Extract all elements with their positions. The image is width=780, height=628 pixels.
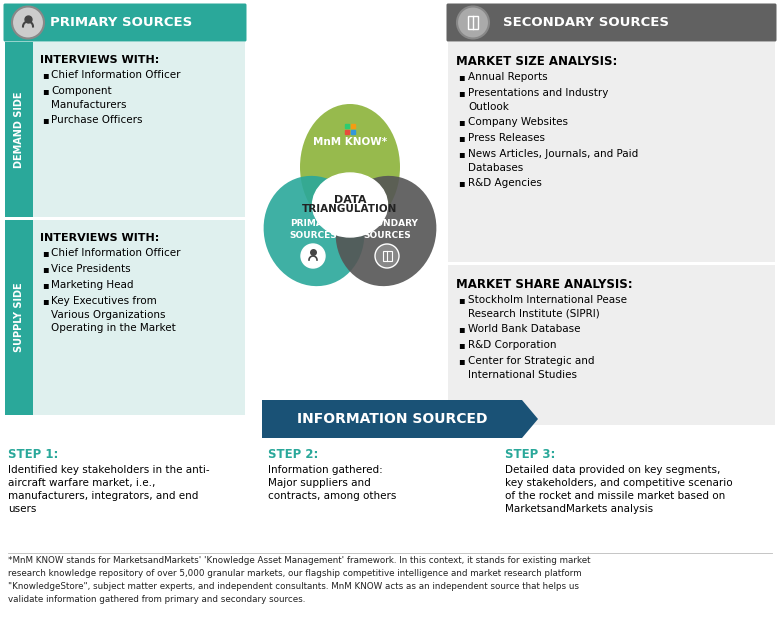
Ellipse shape [300,104,400,230]
Text: ▪: ▪ [458,88,465,98]
FancyBboxPatch shape [5,42,33,217]
Circle shape [12,6,44,38]
Text: STEP 1:: STEP 1: [8,448,58,461]
Polygon shape [262,400,538,438]
Text: R&D Corporation: R&D Corporation [468,340,556,350]
Text: Company Websites: Company Websites [468,117,568,127]
Text: key stakeholders, and competitive scenario: key stakeholders, and competitive scenar… [505,478,732,488]
Text: DEMAND SIDE: DEMAND SIDE [14,91,24,168]
FancyBboxPatch shape [3,4,246,41]
Ellipse shape [335,176,436,286]
Text: STEP 3:: STEP 3: [505,448,555,461]
Text: SOURCES: SOURCES [363,230,411,239]
Text: ▪: ▪ [42,115,48,125]
Text: validate information gathered from primary and secondary sources.: validate information gathered from prima… [8,595,306,604]
Text: aircraft warfare market, i.e.,: aircraft warfare market, i.e., [8,478,155,488]
Text: R&D Agencies: R&D Agencies [468,178,542,188]
FancyBboxPatch shape [448,265,775,425]
FancyBboxPatch shape [448,42,775,262]
Text: Component: Component [51,86,112,96]
Text: ▪: ▪ [458,117,465,127]
Circle shape [301,244,325,268]
Text: ▪: ▪ [458,356,465,366]
Text: ▪: ▪ [458,324,465,334]
Ellipse shape [313,173,388,237]
Text: research knowledge repository of over 5,000 granular markets, our flagship compe: research knowledge repository of over 5,… [8,569,582,578]
Text: ▪: ▪ [42,248,48,258]
Text: PRIMARY: PRIMARY [290,220,336,229]
Text: MARKET SIZE ANALYSIS:: MARKET SIZE ANALYSIS: [456,55,618,68]
FancyBboxPatch shape [468,16,478,29]
Text: MARKET SHARE ANALYSIS:: MARKET SHARE ANALYSIS: [456,278,633,291]
Text: Research Institute (SIPRI): Research Institute (SIPRI) [468,309,600,319]
Text: ▪: ▪ [458,72,465,82]
Text: International Studies: International Studies [468,370,577,380]
FancyBboxPatch shape [33,220,245,415]
Text: Presentations and Industry: Presentations and Industry [468,88,608,98]
Text: contracts, among others: contracts, among others [268,491,396,501]
Ellipse shape [264,176,364,286]
Text: ▪: ▪ [458,133,465,143]
FancyBboxPatch shape [33,42,245,217]
Text: Chief Information Officer: Chief Information Officer [51,70,180,80]
Text: Various Organizations: Various Organizations [51,310,165,320]
Text: Major suppliers and: Major suppliers and [268,478,370,488]
Bar [345,124,349,128]
Text: Information gathered:: Information gathered: [268,465,383,475]
Text: ▪: ▪ [42,280,48,290]
Bar [345,130,349,134]
Text: INTERVIEWS WITH:: INTERVIEWS WITH: [40,55,159,65]
Text: ▪: ▪ [42,296,48,306]
Text: Center for Strategic and: Center for Strategic and [468,356,594,366]
Text: Marketing Head: Marketing Head [51,280,133,290]
Text: SECONDARY: SECONDARY [356,220,418,229]
Text: ▪: ▪ [458,149,465,159]
Text: ▪: ▪ [458,340,465,350]
Text: News Articles, Journals, and Paid: News Articles, Journals, and Paid [468,149,638,159]
Text: World Bank Database: World Bank Database [468,324,580,334]
Text: MnM KNOW*: MnM KNOW* [313,137,387,147]
Text: ▪: ▪ [458,178,465,188]
Text: Press Releases: Press Releases [468,133,545,143]
FancyBboxPatch shape [382,251,392,261]
Text: Stockholm International Pease: Stockholm International Pease [468,295,627,305]
Text: of the rocket and missile market based on: of the rocket and missile market based o… [505,491,725,501]
Text: Key Executives from: Key Executives from [51,296,157,306]
Bar [351,124,355,128]
Text: ▪: ▪ [42,86,48,96]
Text: Annual Reports: Annual Reports [468,72,548,82]
Text: "KnowledgeStore", subject matter experts, and independent consultants. MnM KNOW : "KnowledgeStore", subject matter experts… [8,582,579,591]
Text: ▪: ▪ [458,295,465,305]
Text: Databases: Databases [468,163,523,173]
Text: Chief Information Officer: Chief Information Officer [51,248,180,258]
Text: users: users [8,504,37,514]
Text: STEP 2:: STEP 2: [268,448,318,461]
Text: INTERVIEWS WITH:: INTERVIEWS WITH: [40,233,159,243]
Text: SUPPLY SIDE: SUPPLY SIDE [14,283,24,352]
Text: INFORMATION SOURCED: INFORMATION SOURCED [296,412,488,426]
Text: Outlook: Outlook [468,102,509,112]
Bar [351,130,355,134]
Text: Detailed data provided on key segments,: Detailed data provided on key segments, [505,465,721,475]
Text: ▪: ▪ [42,264,48,274]
Text: Purchase Officers: Purchase Officers [51,115,143,125]
FancyBboxPatch shape [446,4,777,41]
Text: *MnM KNOW stands for MarketsandMarkets' 'Knowledge Asset Management' framework. : *MnM KNOW stands for MarketsandMarkets' … [8,556,590,565]
Text: SOURCES: SOURCES [289,230,337,239]
Text: SECONDARY SOURCES: SECONDARY SOURCES [503,16,669,29]
FancyBboxPatch shape [5,220,33,415]
Text: PRIMARY SOURCES: PRIMARY SOURCES [50,16,192,29]
Circle shape [457,6,489,38]
Text: Identified key stakeholders in the anti-: Identified key stakeholders in the anti- [8,465,210,475]
Text: MarketsandMarkets analysis: MarketsandMarkets analysis [505,504,653,514]
Circle shape [375,244,399,268]
Text: Vice Presidents: Vice Presidents [51,264,130,274]
Text: DATA: DATA [334,195,367,205]
Text: Operating in the Market: Operating in the Market [51,323,176,333]
Text: ▪: ▪ [42,70,48,80]
Text: Manufacturers: Manufacturers [51,100,126,110]
Text: manufacturers, integrators, and end: manufacturers, integrators, and end [8,491,198,501]
Text: TRIANGULATION: TRIANGULATION [303,204,398,214]
